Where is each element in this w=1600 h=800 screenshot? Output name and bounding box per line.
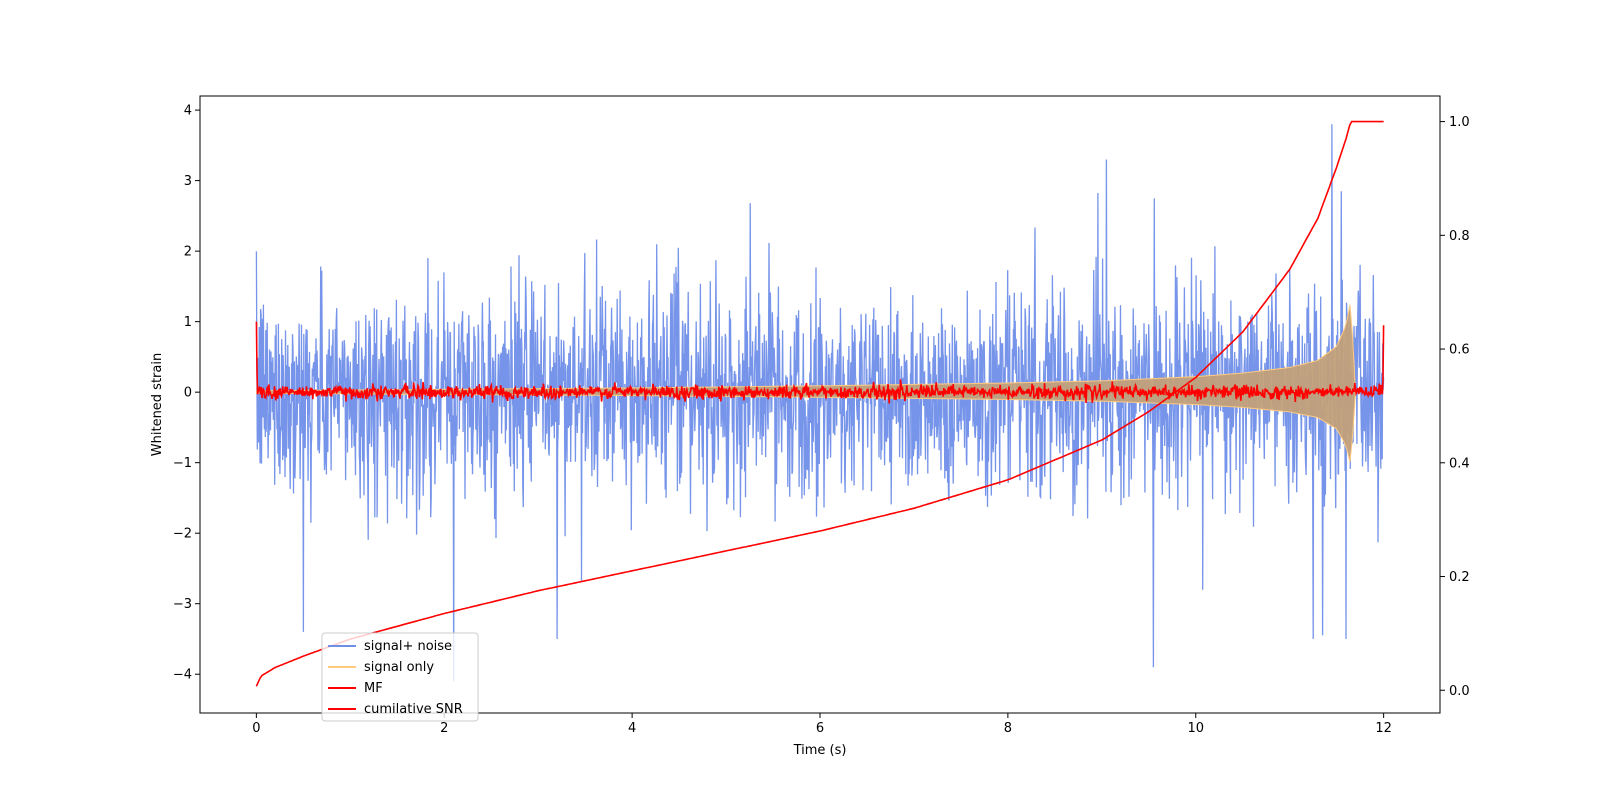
y-tick-label-left: 1 bbox=[184, 315, 192, 330]
y-tick-label-right: 0.4 bbox=[1449, 456, 1470, 471]
y-tick-label-left: 4 bbox=[184, 104, 192, 119]
x-tick-label: 0 bbox=[252, 721, 260, 736]
plot-series bbox=[255, 120, 1385, 687]
y-tick-label-left: −2 bbox=[173, 527, 192, 542]
legend-label-signal-noise: signal+ noise bbox=[364, 639, 452, 654]
series-signal-noise bbox=[255, 124, 1385, 682]
y-tick-label-left: 2 bbox=[184, 245, 192, 260]
y-tick-label-left: −4 bbox=[173, 668, 192, 683]
y-axis-label-left: Whitened strain bbox=[150, 353, 165, 456]
x-tick-label: 12 bbox=[1375, 721, 1392, 736]
series-signal-only bbox=[255, 304, 1357, 463]
y-tick-label-right: 0.0 bbox=[1449, 684, 1470, 699]
y-tick-label-right: 0.6 bbox=[1449, 343, 1470, 358]
y-tick-label-right: 0.8 bbox=[1449, 229, 1470, 244]
legend-label-mf: MF bbox=[364, 681, 383, 696]
y-tick-label-left: 0 bbox=[184, 386, 192, 401]
y-tick-label-left: −1 bbox=[173, 456, 192, 471]
y-tick-label-right: 1.0 bbox=[1449, 115, 1470, 130]
y-tick-label-left: 3 bbox=[184, 174, 192, 189]
y-tick-label-right: 0.2 bbox=[1449, 570, 1470, 585]
y-tick-label-left: −3 bbox=[173, 597, 192, 612]
legend: signal+ noise signal only MF cumilative … bbox=[321, 632, 479, 722]
x-tick-label: 6 bbox=[816, 721, 824, 736]
x-axis-label: Time (s) bbox=[793, 743, 847, 758]
series-mf bbox=[255, 321, 1385, 404]
legend-box bbox=[321, 632, 479, 722]
legend-label-signal-only: signal only bbox=[364, 660, 434, 675]
x-tick-label: 2 bbox=[440, 721, 448, 736]
x-tick-label: 8 bbox=[1004, 721, 1012, 736]
x-tick-label: 10 bbox=[1187, 721, 1204, 736]
legend-label-cumulative-snr: cumilative SNR bbox=[364, 702, 463, 717]
series-cumulative-snr bbox=[255, 120, 1384, 687]
x-tick-label: 4 bbox=[628, 721, 636, 736]
